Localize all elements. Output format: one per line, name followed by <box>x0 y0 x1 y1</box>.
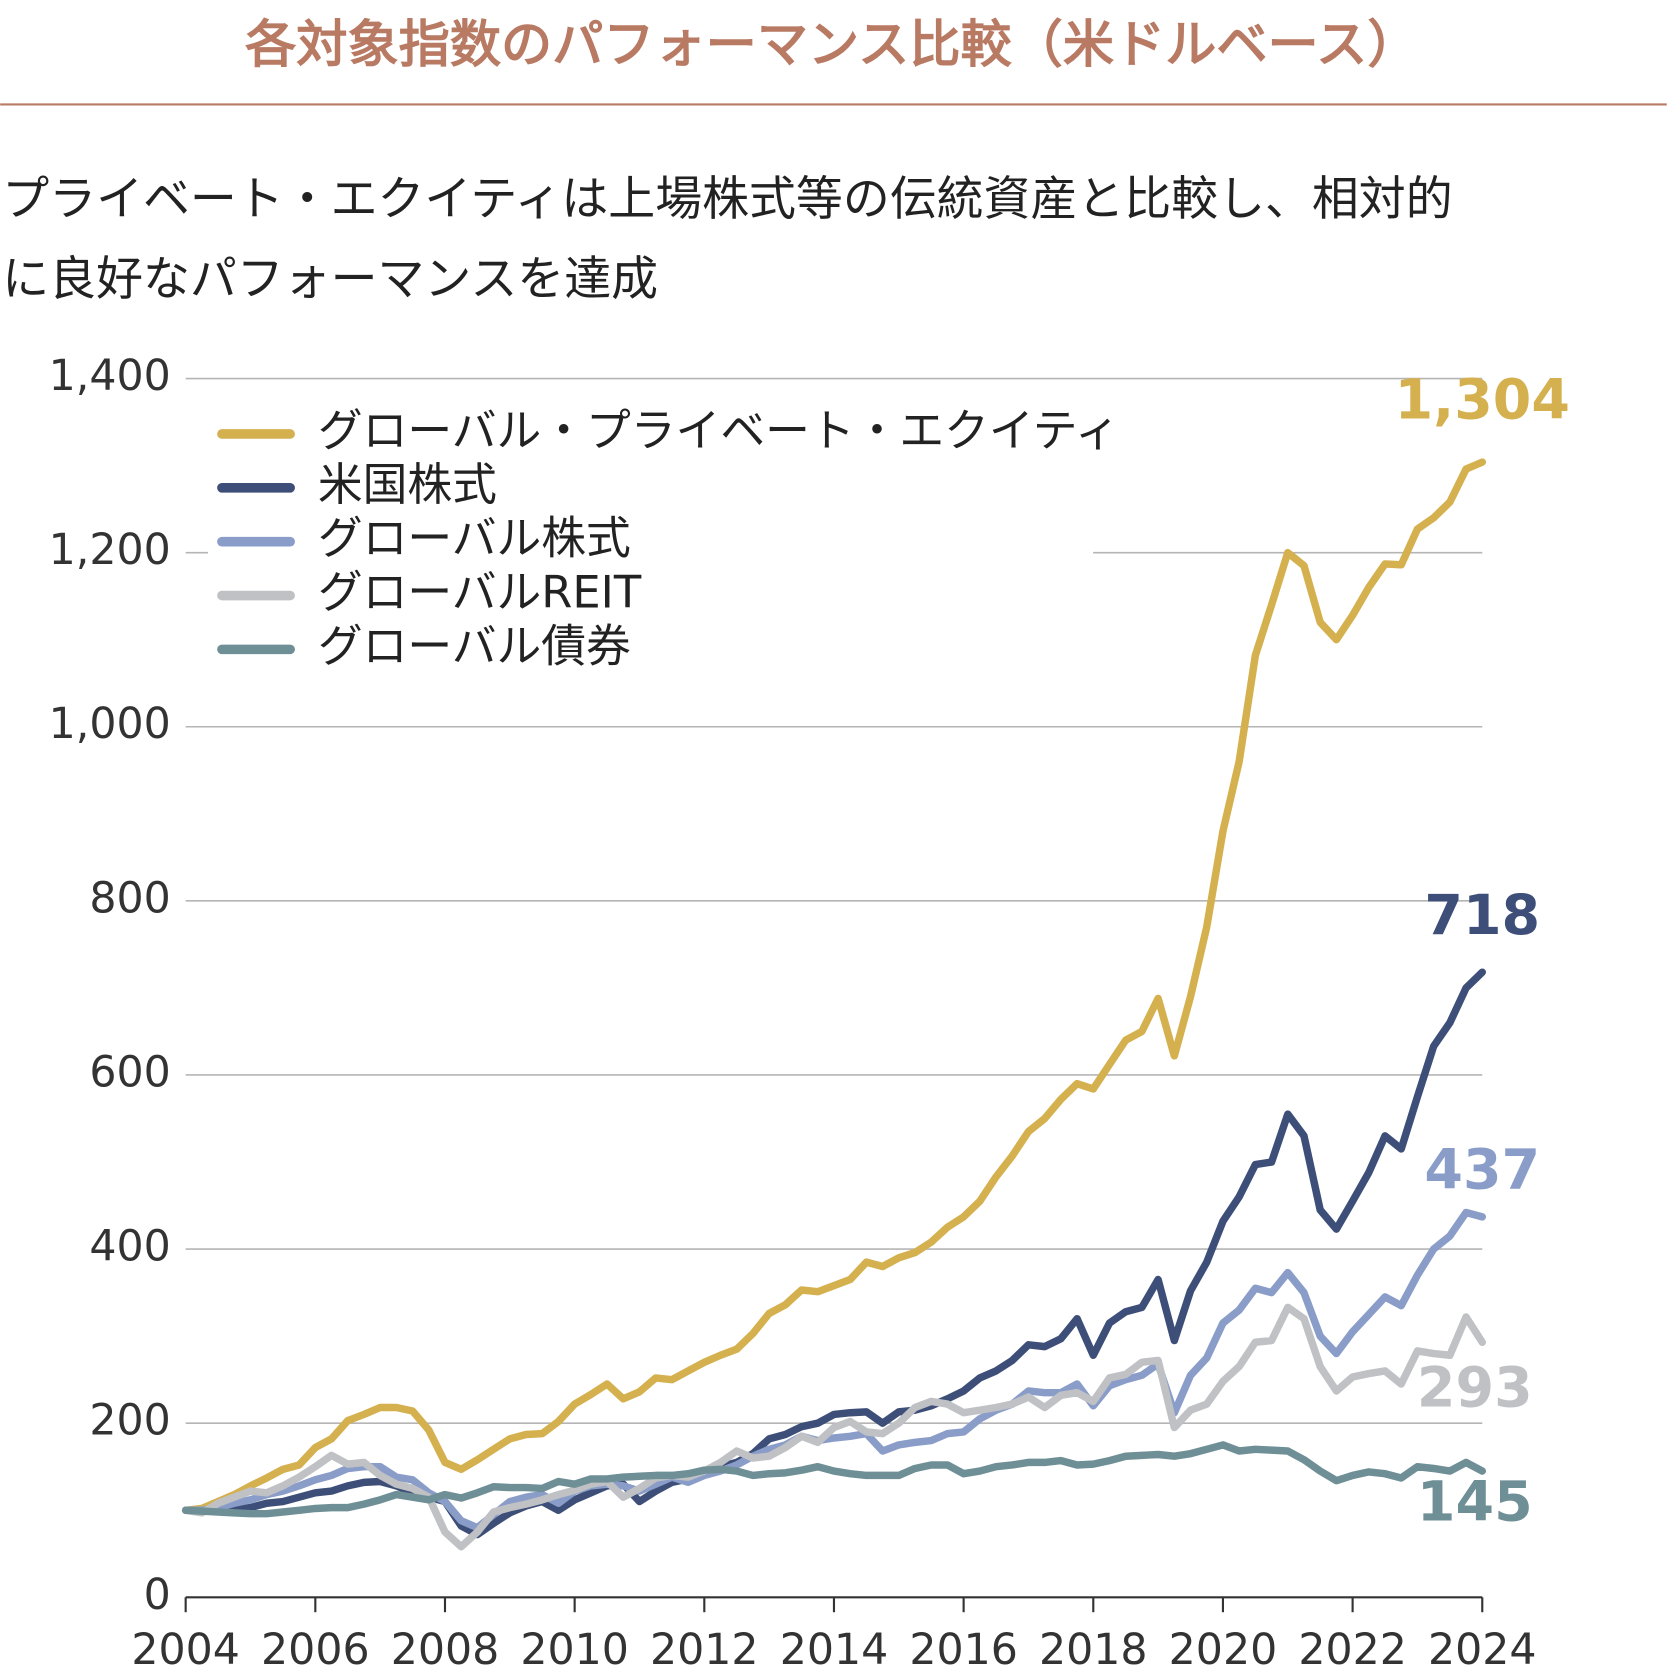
y-tick-label: 800 <box>89 873 170 923</box>
chart-title: 各対象指数のパフォーマンス比較（米ドルベース） <box>245 15 1418 75</box>
x-tick-label: 2024 <box>1428 1625 1537 1673</box>
subtitle: プライベート・エクイティは上場株式等の伝統資産と比較し、相対的 <box>2 172 1452 227</box>
y-tick-label: 600 <box>89 1047 170 1097</box>
x-tick-label: 2016 <box>909 1625 1018 1673</box>
y-tick-label: 1,000 <box>49 699 171 749</box>
legend-label: グローバル・プライベート・エクイティ <box>318 404 1120 457</box>
legend-label: グローバル株式 <box>318 512 631 565</box>
end-value-label: 718 <box>1424 884 1540 948</box>
y-tick-label: 0 <box>144 1570 171 1620</box>
series-line <box>181 458 1486 1515</box>
x-tick-label: 2014 <box>780 1625 889 1673</box>
x-tick-label: 2004 <box>131 1625 240 1673</box>
end-value-label: 1,304 <box>1395 369 1570 433</box>
legend: グローバル・プライベート・エクイティ米国株式グローバル株式グローバルREITグロ… <box>208 399 1120 678</box>
end-value-label: 437 <box>1424 1138 1540 1202</box>
y-tick-label: 1,200 <box>49 525 171 575</box>
legend-background <box>208 399 1094 678</box>
x-tick-label: 2022 <box>1298 1625 1407 1673</box>
series-line <box>181 1441 1486 1518</box>
series-line <box>181 1303 1486 1551</box>
x-tick-label: 2008 <box>391 1625 500 1673</box>
end-value-label: 293 <box>1417 1356 1533 1420</box>
x-tick-label: 2018 <box>1039 1625 1148 1673</box>
end-value-label: 145 <box>1417 1470 1533 1534</box>
series-line <box>181 1208 1486 1532</box>
x-tick-label: 2010 <box>520 1625 629 1673</box>
legend-label: グローバル債券 <box>318 619 631 672</box>
legend-label: グローバルREIT <box>318 566 642 619</box>
x-tick-label: 2006 <box>261 1625 370 1673</box>
y-tick-label: 400 <box>89 1222 170 1272</box>
y-tick-label: 200 <box>89 1396 170 1446</box>
legend-label: 米国株式 <box>318 458 497 511</box>
x-tick-label: 2012 <box>650 1625 759 1673</box>
x-tick-label: 2020 <box>1169 1625 1278 1673</box>
y-tick-label: 1,400 <box>49 351 171 401</box>
subtitle: に良好なパフォーマンスを達成 <box>2 252 658 307</box>
